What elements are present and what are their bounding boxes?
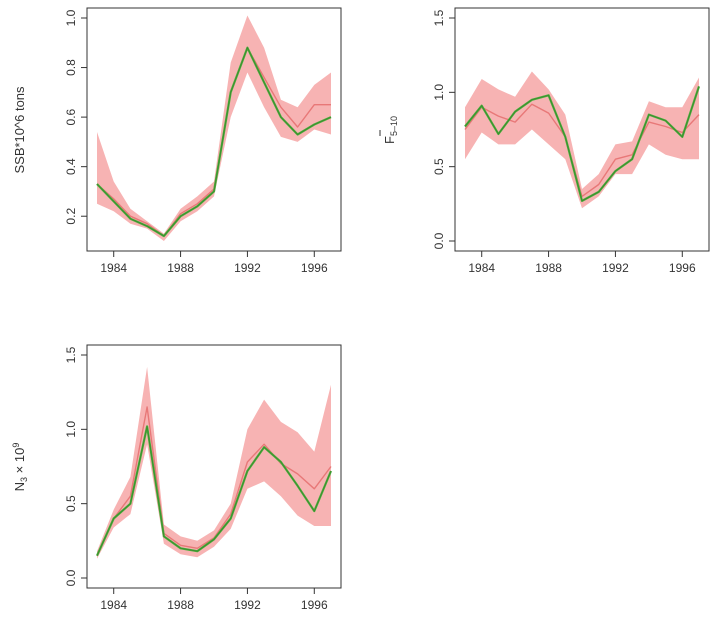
y-axis-title-subscript: 5–10	[389, 116, 399, 136]
y-tick-label: 0.5	[432, 158, 446, 175]
series-line-red	[96, 47, 331, 237]
series-line-green	[96, 46, 332, 238]
plot-frame	[454, 7, 710, 252]
plot-frame	[86, 7, 342, 252]
x-tick-label: 1988	[535, 261, 562, 275]
y-axis-title: SSB*10^6 tons	[12, 86, 27, 174]
y-tick-label: 0.5	[64, 495, 78, 512]
y-tick-label: 0.0	[64, 569, 78, 586]
plot-frame	[86, 344, 342, 589]
x-tick-label: 1984	[100, 598, 127, 612]
x-tick-label: 1996	[301, 598, 328, 612]
ssb-panel: 1984 1988 1992 1996 0.2 0.4 0.6 0.8 1.0 SSB*10^6…	[12, 7, 342, 275]
f-panel: 1984 1988 1992 1996 0.0 0.5 1.0 1.5 F5–10	[379, 7, 710, 275]
n3-panel: 1984 1988 1992 1996 0.0 0.5 1.0 1.5 N3 × 109	[11, 344, 342, 612]
series-line-core	[464, 86, 700, 202]
y-tick-label: 1.5	[432, 9, 446, 26]
series-line-red	[464, 103, 700, 198]
series-line-core	[96, 426, 332, 556]
y-tick-label: 1.0	[432, 84, 446, 101]
x-tick-label: 1996	[301, 261, 328, 275]
y-axis-title: N3 × 109	[11, 443, 29, 492]
x-tick-label: 1992	[234, 598, 261, 612]
y-axis-title-main: F	[382, 136, 397, 144]
x-tick-label: 1988	[167, 261, 194, 275]
y-axis-title-superscript: 9	[11, 443, 21, 448]
x-tick-label: 1992	[602, 261, 629, 275]
x-tick-label: 1984	[100, 261, 127, 275]
y-axis-title-subscript: 3	[19, 477, 29, 482]
series-line-core	[96, 46, 332, 237]
y-axis-title-main: N	[12, 482, 27, 491]
y-tick-label: 0.2	[64, 208, 78, 225]
x-tick-label: 1996	[669, 261, 696, 275]
y-tick-label: 1.0	[64, 9, 78, 26]
confidence-band	[97, 15, 331, 241]
x-tick-label: 1992	[234, 261, 261, 275]
y-tick-label: 0.0	[432, 232, 446, 249]
y-tick-label: 0.4	[64, 158, 78, 175]
y-axis-title-mid: × 10	[12, 448, 27, 477]
y-axis-title: F5–10	[382, 116, 399, 144]
confidence-band	[97, 366, 331, 559]
y-tick-label: 0.6	[64, 108, 78, 125]
confidence-band	[465, 71, 699, 209]
x-tick-label: 1988	[167, 598, 194, 612]
y-tick-label: 1.0	[64, 421, 78, 438]
y-tick-label: 1.5	[64, 346, 78, 363]
x-tick-label: 1984	[468, 261, 495, 275]
y-tick-label: 0.8	[64, 59, 78, 76]
